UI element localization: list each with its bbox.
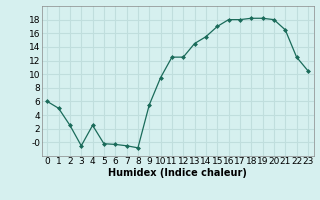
X-axis label: Humidex (Indice chaleur): Humidex (Indice chaleur): [108, 168, 247, 178]
